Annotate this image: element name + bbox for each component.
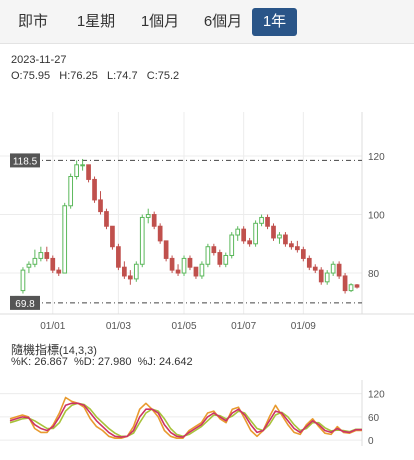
x-tick-label: 01/01 [40,321,65,332]
candle-body [217,252,223,265]
y-tick-label: 120 [368,152,385,163]
candle-body [139,216,145,265]
candle-body [229,234,235,256]
range-tab-bar: 即市 1星期 1個月 6個月 1年 [0,0,414,44]
x-tick-label: 01/03 [106,321,131,332]
candle-body [312,266,318,271]
candle-body [342,275,348,292]
kdj-y-tick-label: 120 [368,390,385,401]
candle-body [187,257,193,268]
tab-1-year[interactable]: 1年 [252,8,297,36]
max-value-label: 118.5 [13,156,38,167]
price-candlestick-chart: 01/01 01/03 01/05 01/07 01/09 80 100 120 118.5 69… [0,112,414,332]
kdj-values: %K: 26.867 %D: 27.980 %J: 24.642 [11,356,193,368]
candle-body [181,257,187,274]
kdj-y-tick-label: 0 [368,436,374,447]
candle-body [193,266,199,277]
candle-body [211,246,217,254]
candle-body [133,263,139,280]
min-value-label: 69.8 [15,299,35,310]
kdj-k-line [9,402,362,438]
candle-body [330,263,336,274]
kdj-params: (14,3,3) [59,345,97,357]
candle-body [44,252,50,259]
candle-body [127,275,133,280]
candle-body [80,164,85,167]
candle-body [56,269,62,274]
selected-date: 2023-11-27 [11,54,67,66]
candle-body [26,263,32,268]
candle-body [169,257,175,271]
tab-6-months[interactable]: 6個月 [203,13,243,30]
candle-body [253,222,258,245]
candle-body [86,164,91,180]
candle-body [241,228,247,242]
candle-body [235,228,241,236]
kdj-y-tick-label: 60 [368,413,380,424]
candle-body [348,284,354,292]
candle-body [122,266,127,277]
candle-body [336,263,342,277]
candle-body [265,216,270,227]
candle-body [20,269,26,292]
candle-body [259,216,264,224]
candle-body [175,269,181,274]
candle-body [324,272,330,283]
candle-body [289,243,294,248]
candle-body [277,234,282,239]
tab-realtime[interactable]: 即市 [17,13,48,30]
candle-body [306,257,312,268]
x-tick-label: 01/05 [172,321,197,332]
tab-1-week[interactable]: 1星期 [76,13,116,30]
candle-body [247,240,252,245]
y-tick-label: 100 [368,211,385,222]
ohlc-readout: O:75.95 H:76.25 L:74.7 C:75.2 [11,70,180,82]
candle-body [38,252,44,259]
candle-body [199,263,205,277]
candle-body [62,205,68,274]
x-tick-label: 01/09 [291,321,316,332]
candle-body [163,240,169,259]
candle-body [283,234,288,245]
candle-body [151,214,157,227]
candle-body [110,225,115,248]
candle-body [104,211,109,227]
candle-body [98,199,103,213]
kdj-title-row: 隨機指標(14,3,3) [11,341,97,358]
candle-body [205,246,211,265]
candle-body [295,246,300,251]
candle-body [74,164,79,178]
candle-body [50,257,56,271]
candle-body [354,284,360,288]
min-value-badge [10,295,40,310]
candle-body [157,225,163,242]
x-tick-label: 01/07 [231,321,256,332]
candle-body [318,269,324,283]
candle-body [271,225,276,239]
kdj-d-line [9,402,362,438]
candle-body [116,246,121,268]
max-value-badge [10,153,40,168]
candle-body [68,176,74,207]
candle-body [92,178,97,201]
kdj-title: 隨機指標 [11,343,60,357]
y-tick-label: 80 [368,269,380,280]
candle-body [145,214,151,218]
candle-body [32,257,38,265]
tab-1-month[interactable]: 1個月 [140,13,180,30]
candle-body [300,249,306,259]
kdj-line-chart: 0 60 120 [0,380,385,447]
candle-body [223,254,229,265]
